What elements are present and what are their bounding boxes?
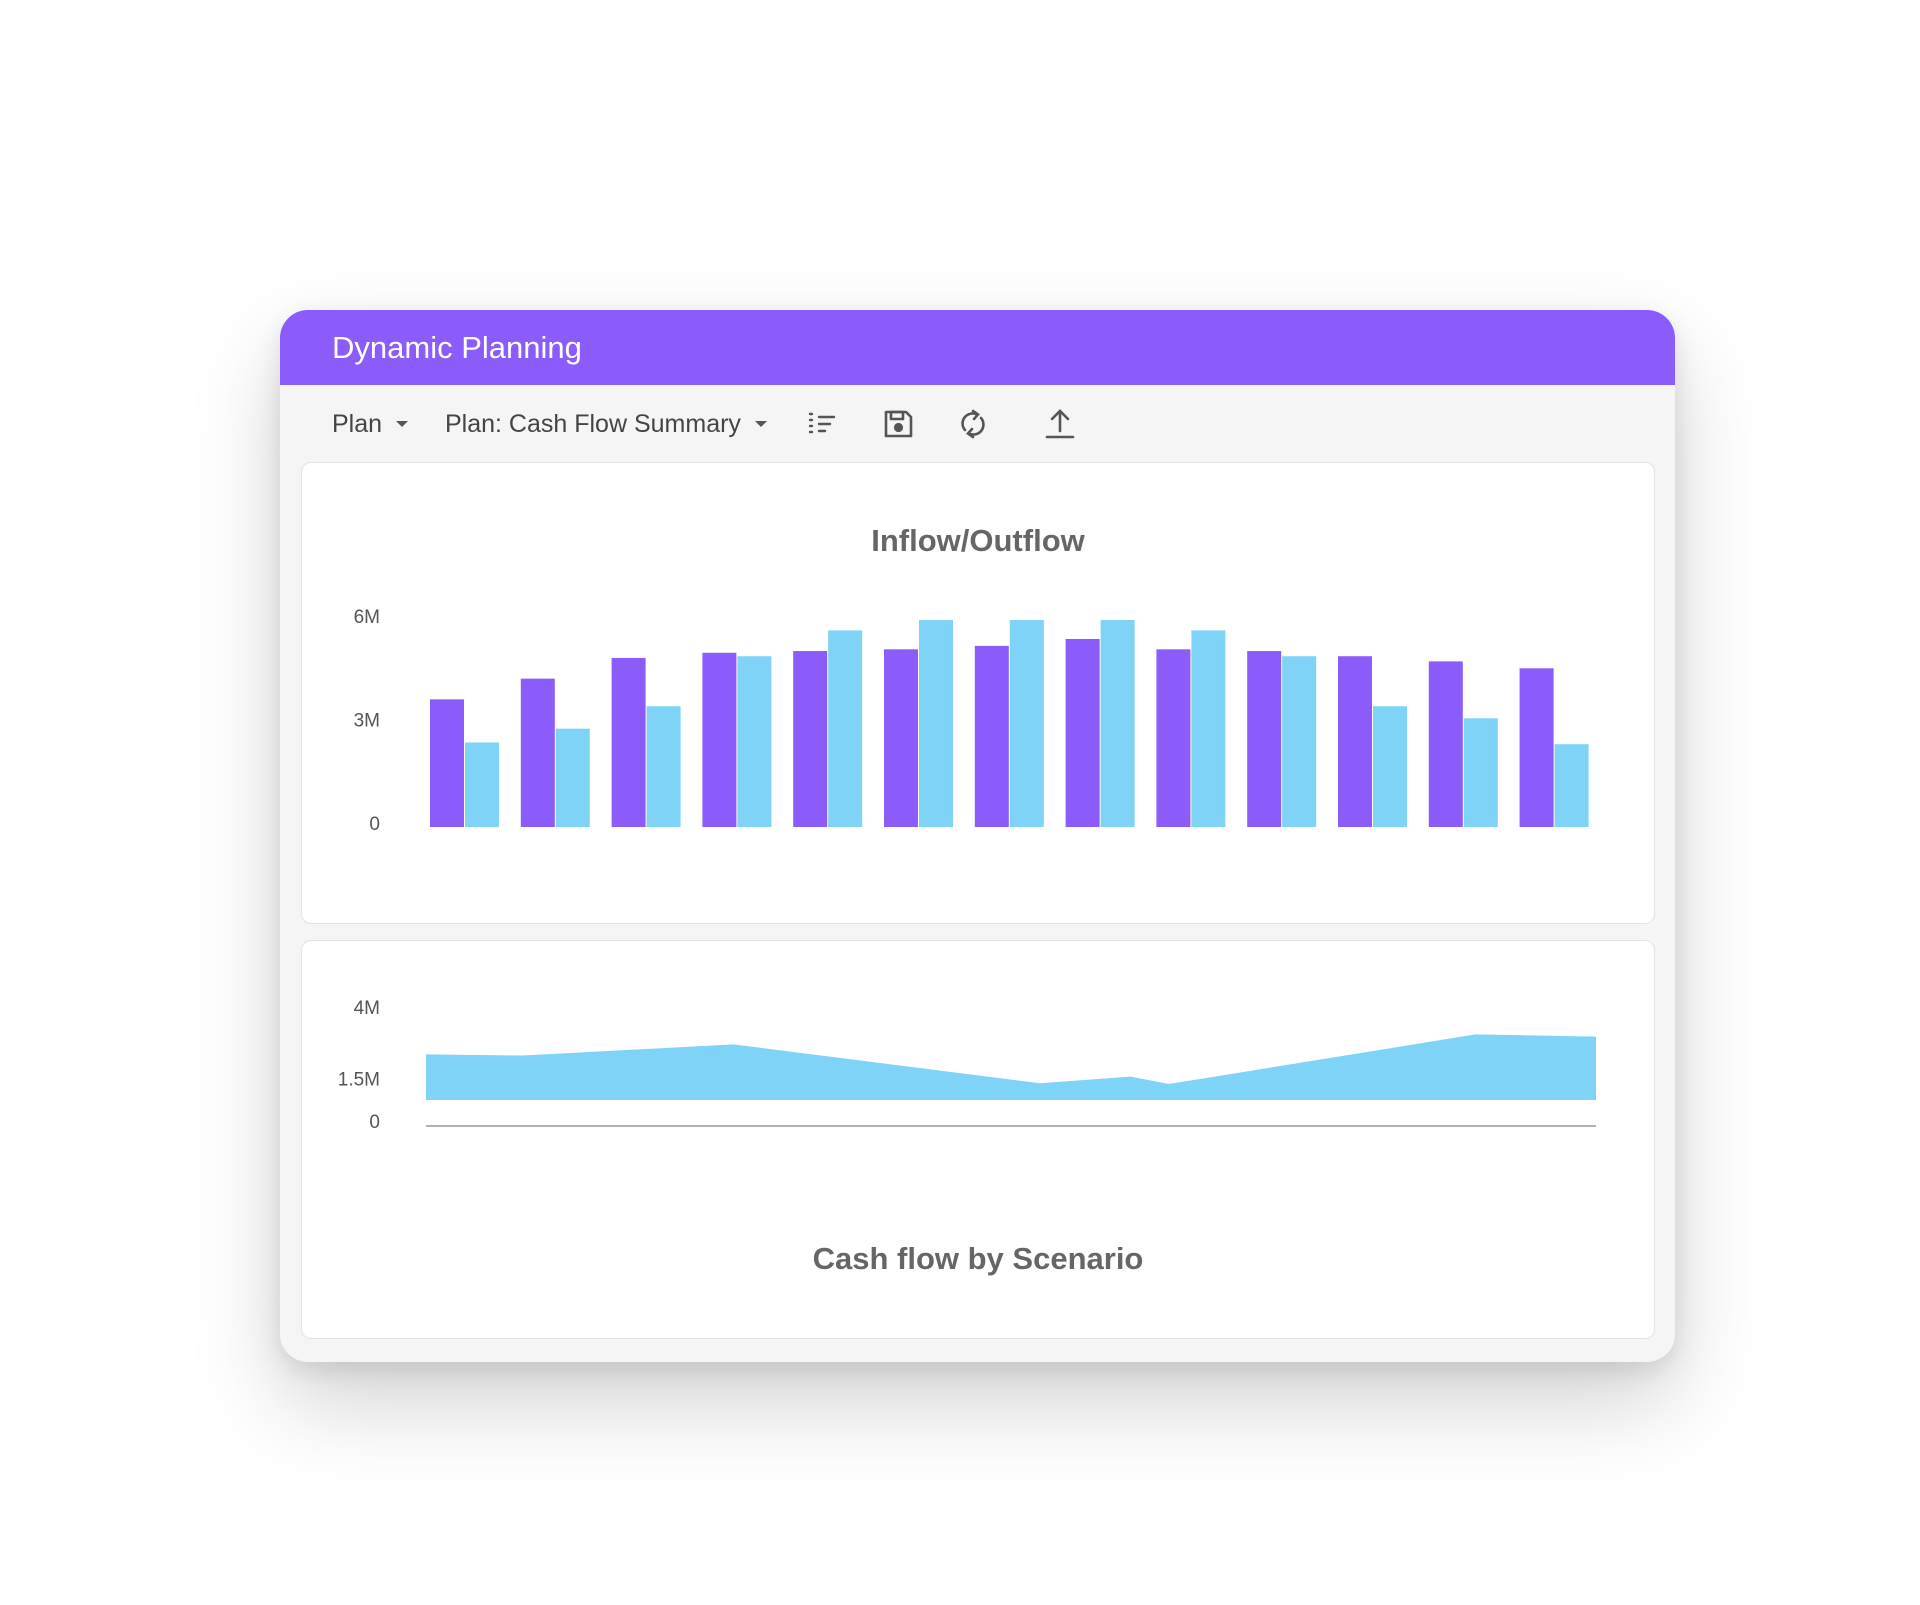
chart-title: Cash flow by Scenario xyxy=(812,1241,1144,1276)
bar xyxy=(1247,651,1282,827)
bar xyxy=(1009,620,1044,827)
bar xyxy=(1463,718,1498,827)
bar xyxy=(828,630,863,827)
bar xyxy=(702,652,737,827)
bar xyxy=(611,657,646,827)
bar xyxy=(884,649,918,827)
bar xyxy=(555,728,590,827)
view-dropdown[interactable]: Plan: Cash Flow Summary xyxy=(445,410,767,439)
cash-flow-chart: 4M 1.5M 0 xyxy=(338,998,1596,1133)
cash-flow-card: Cash flow by Scenario 4M 1.5M 0 xyxy=(301,940,1655,1339)
bar xyxy=(1191,630,1226,827)
chevron-down-icon xyxy=(754,421,767,427)
filter-list-icon[interactable] xyxy=(804,406,840,442)
area-series xyxy=(426,1034,1596,1100)
bar xyxy=(1373,706,1407,827)
plan-dropdown-label: Plan xyxy=(332,409,383,438)
title-bar: Dynamic Planning xyxy=(280,310,1675,385)
bar xyxy=(465,742,499,827)
bar xyxy=(430,699,464,827)
bar xyxy=(1065,638,1100,827)
view-dropdown-label: Plan: Cash Flow Summary xyxy=(445,409,741,438)
save-icon[interactable] xyxy=(880,406,916,442)
bar xyxy=(1519,668,1554,827)
bar xyxy=(1338,656,1372,827)
y-tick-label: 6M xyxy=(354,607,380,628)
y-tick-label: 1.5M xyxy=(338,1069,380,1090)
inflow-outflow-card: Inflow/Outflow 6M 3M 0 xyxy=(301,462,1655,924)
bar xyxy=(793,651,828,827)
y-tick-label: 0 xyxy=(369,1112,380,1133)
app-title: Dynamic Planning xyxy=(332,329,582,365)
toolbar: Plan Plan: Cash Flow Summary xyxy=(280,385,1675,463)
bar xyxy=(646,706,681,827)
bar xyxy=(1156,649,1191,827)
inflow-outflow-chart: 6M 3M 0 xyxy=(354,607,1589,835)
bar xyxy=(974,645,1009,827)
upload-icon[interactable] xyxy=(1042,406,1078,442)
app-window: Dynamic Planning Plan Plan: Cash Flow Su… xyxy=(280,310,1675,1362)
bar xyxy=(737,656,772,827)
refresh-icon[interactable] xyxy=(955,406,991,442)
y-tick-label: 0 xyxy=(369,814,380,835)
bar xyxy=(1554,744,1589,827)
plan-dropdown[interactable]: Plan xyxy=(332,409,409,439)
bar xyxy=(1428,661,1463,827)
y-tick-label: 3M xyxy=(354,711,380,732)
bar xyxy=(1100,620,1135,827)
bar xyxy=(520,678,555,827)
y-tick-label: 4M xyxy=(354,998,380,1019)
bar xyxy=(1282,656,1317,827)
chart-title: Inflow/Outflow xyxy=(871,523,1085,558)
bar xyxy=(919,620,953,827)
chevron-down-icon xyxy=(396,421,409,427)
